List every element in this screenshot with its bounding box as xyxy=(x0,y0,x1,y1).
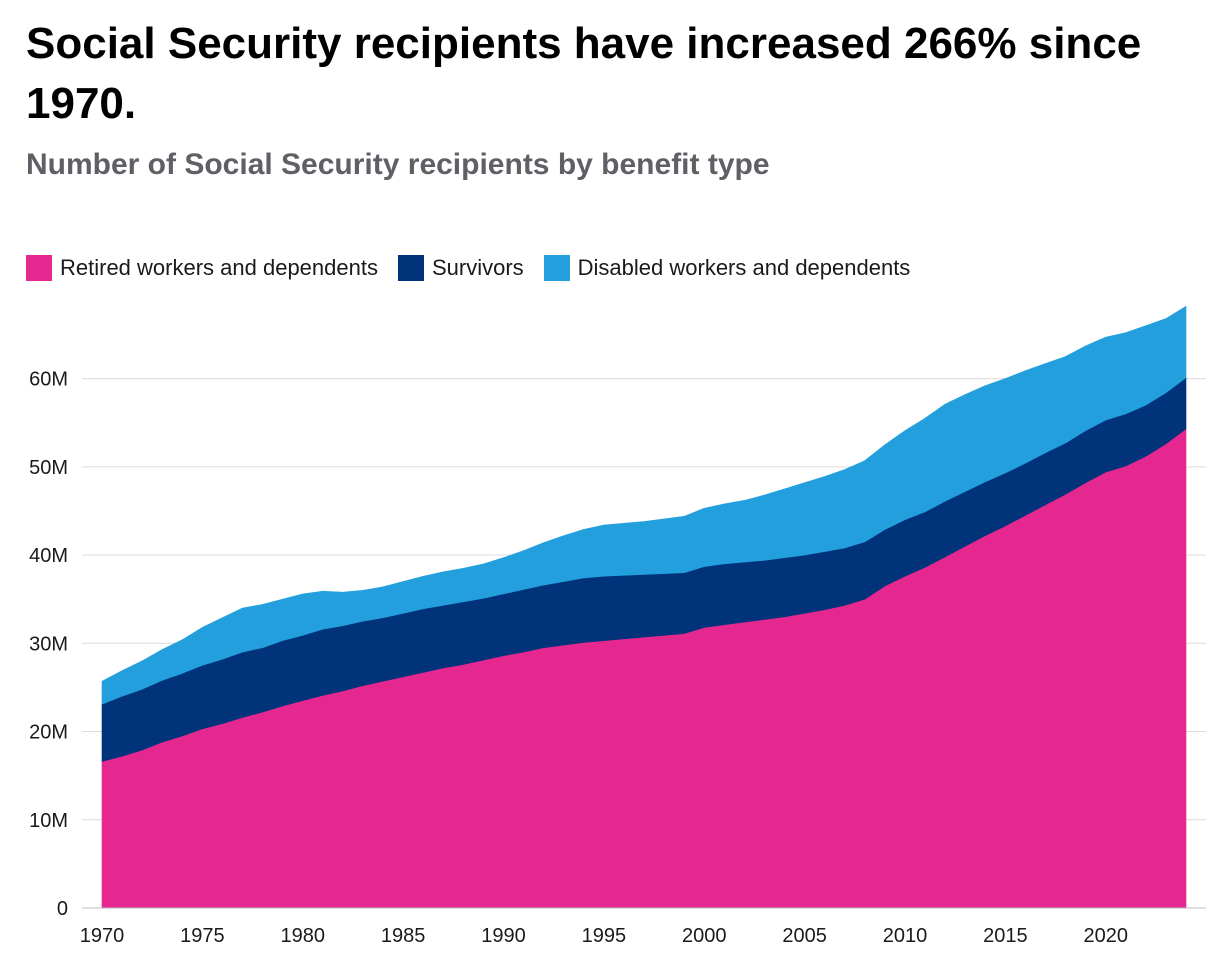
chart-title: Social Security recipients have increase… xyxy=(26,19,1142,128)
y-tick-label: 60M xyxy=(29,369,68,391)
area-disabled-workers xyxy=(101,305,1187,705)
chart-legend: Retired workers and dependents Survivors… xyxy=(26,252,930,284)
y-tick-label: 0 xyxy=(57,898,68,920)
y-tick-label: 40M xyxy=(29,545,68,567)
y-tick-label: 50M xyxy=(29,457,68,479)
legend-swatch-disabled xyxy=(543,255,570,281)
x-tick-label: 1985 xyxy=(381,925,426,947)
legend-swatch-survivors xyxy=(397,255,424,281)
x-tick-label: 2020 xyxy=(1083,925,1128,947)
legend-item-survivors: Survivors xyxy=(397,255,524,281)
legend-label-disabled: Disabled workers and dependents xyxy=(577,255,911,280)
y-tick-label: 10M xyxy=(29,810,68,832)
legend-item-disabled: Disabled workers and dependents xyxy=(543,255,911,281)
chart-subtitle: Number of Social Security recipients by … xyxy=(26,148,770,181)
y-tick-label: 20M xyxy=(29,722,68,744)
x-tick-label: 1975 xyxy=(180,925,225,947)
stacked-area-chart: 0 10M 20M 30M 40M 50M 60M 1970 1975 1980 1985 1990 1… xyxy=(29,305,1206,947)
x-tick-label: 1990 xyxy=(481,925,526,947)
x-tick-label: 2010 xyxy=(883,925,928,947)
legend-item-retired: Retired workers and dependents xyxy=(26,255,378,281)
legend-swatch-retired xyxy=(26,255,52,281)
legend-label-survivors: Survivors xyxy=(431,255,524,280)
x-tick-label: 2000 xyxy=(682,925,727,947)
x-tick-label: 2015 xyxy=(983,925,1028,947)
legend-label-retired: Retired workers and dependents xyxy=(60,255,378,280)
x-tick-label: 2005 xyxy=(782,925,827,947)
x-tick-label: 1995 xyxy=(582,925,627,947)
x-tick-label: 1980 xyxy=(280,925,325,947)
y-tick-label: 30M xyxy=(29,633,68,655)
x-tick-label: 1970 xyxy=(80,925,125,947)
